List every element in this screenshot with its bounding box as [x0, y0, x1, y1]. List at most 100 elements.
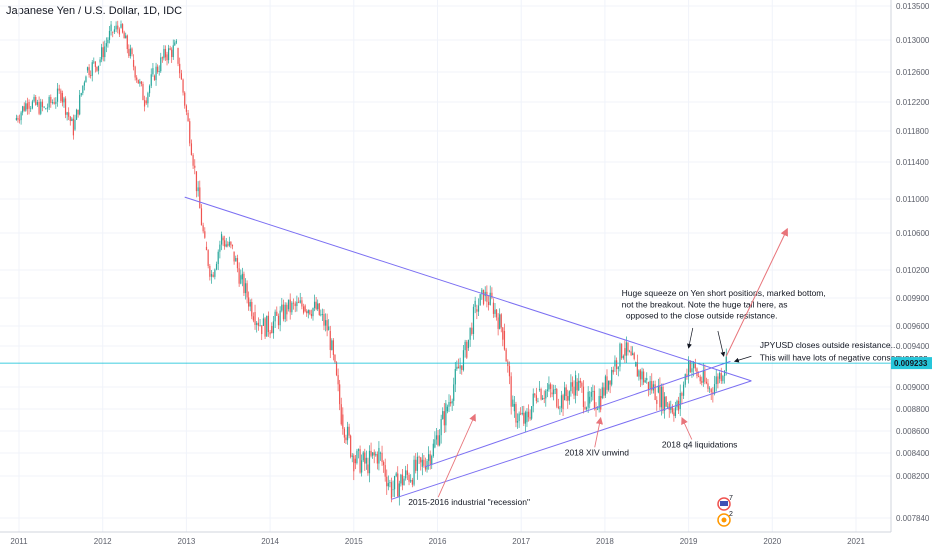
candle-body [456, 366, 458, 369]
candle-body [454, 368, 456, 385]
candle-body [495, 309, 498, 318]
candle-body [365, 457, 367, 464]
y-tick-label: 0.013500 [896, 2, 930, 11]
candle-body [457, 366, 460, 369]
candle-body [476, 309, 478, 312]
candle-body [635, 362, 637, 367]
candle-body [120, 24, 122, 28]
candle-body [542, 397, 544, 400]
candle-body [236, 258, 239, 269]
candle-body [79, 95, 81, 115]
annotations: 2015-2016 industrial "recession" 2018 XIV… [408, 227, 927, 507]
candle-body [688, 360, 690, 377]
candle-body [617, 366, 619, 370]
candle-body [329, 331, 331, 350]
candle-body [432, 443, 434, 457]
candle-body [66, 112, 68, 115]
candle-body [489, 292, 491, 305]
candle-body [339, 384, 341, 405]
trendline[interactable] [184, 196, 752, 382]
candle-body [589, 396, 591, 404]
candle-body [118, 29, 121, 35]
callout-arrow [733, 355, 752, 363]
candle-body [440, 419, 442, 436]
trendline[interactable] [391, 380, 752, 500]
candle-body [22, 106, 24, 113]
trendline[interactable] [424, 360, 731, 468]
candle-body [350, 435, 352, 457]
candle-body [565, 387, 567, 397]
candle-body [291, 302, 293, 313]
candle-body [537, 400, 539, 402]
candle-body [312, 308, 314, 317]
candle-body [251, 301, 253, 317]
candle-body [471, 327, 473, 334]
candle-body [129, 48, 132, 57]
candle-body [691, 368, 693, 373]
candle-body [60, 90, 62, 101]
candle-body [269, 332, 271, 335]
projection-arrow[interactable] [725, 227, 788, 357]
candle-body [271, 326, 273, 334]
y-tick-label: 0.012200 [896, 98, 930, 107]
y-axis: 0.013500 0.013000 0.012600 0.012200 0.011800… [890, 0, 930, 532]
candle-body [698, 376, 700, 377]
candle-body [348, 426, 350, 436]
candle-body [200, 208, 203, 226]
candle-body [540, 389, 542, 400]
candle-body [415, 459, 417, 471]
candle-body [90, 75, 92, 76]
candle-body [611, 369, 613, 385]
flag-badge[interactable]: 7 [717, 495, 733, 511]
candle-body [25, 103, 27, 111]
candle-body [324, 320, 327, 326]
candle-body [674, 407, 677, 416]
dividend-badge[interactable]: 2 [717, 511, 733, 527]
candle-body [497, 317, 499, 329]
candle-body [638, 370, 640, 377]
candle-body [356, 450, 358, 464]
candle-body [663, 396, 666, 411]
candle-body [18, 119, 21, 121]
candle-body [292, 302, 295, 304]
candle-body [702, 370, 704, 383]
candle-body [481, 289, 483, 295]
candle-body [357, 449, 360, 451]
candle-body [722, 376, 724, 382]
candle-body [219, 244, 221, 252]
candle-body [654, 384, 656, 401]
event-badges[interactable]: 7 2 [717, 495, 733, 527]
candle-body [560, 395, 563, 408]
candle-body [148, 85, 151, 94]
candle-body [304, 305, 306, 312]
candle-body [367, 464, 369, 474]
candle-body [43, 106, 45, 108]
candle-body [538, 389, 541, 390]
candle-body [105, 43, 107, 47]
candle-body [227, 244, 229, 246]
candle-body [582, 386, 585, 407]
candle-body [297, 301, 300, 303]
candle-body [564, 387, 566, 401]
candle-body [437, 435, 439, 446]
candle-body [86, 67, 89, 71]
candle-body [125, 35, 127, 39]
candle-body [516, 421, 519, 423]
candle-body [720, 373, 722, 382]
candle-body [323, 314, 325, 326]
candle-body [474, 300, 476, 307]
candle-body [209, 265, 211, 277]
candle-body [606, 376, 608, 390]
candle-body [147, 93, 149, 104]
candle-body [526, 411, 528, 423]
candle-body [77, 109, 79, 115]
candle-body [224, 240, 226, 247]
candle-body [532, 393, 534, 407]
candle-body [435, 435, 438, 440]
candle-body [438, 435, 441, 446]
candle-body [411, 479, 413, 485]
candle-body [167, 48, 170, 61]
candle-body [26, 103, 28, 110]
grid [0, 0, 891, 532]
